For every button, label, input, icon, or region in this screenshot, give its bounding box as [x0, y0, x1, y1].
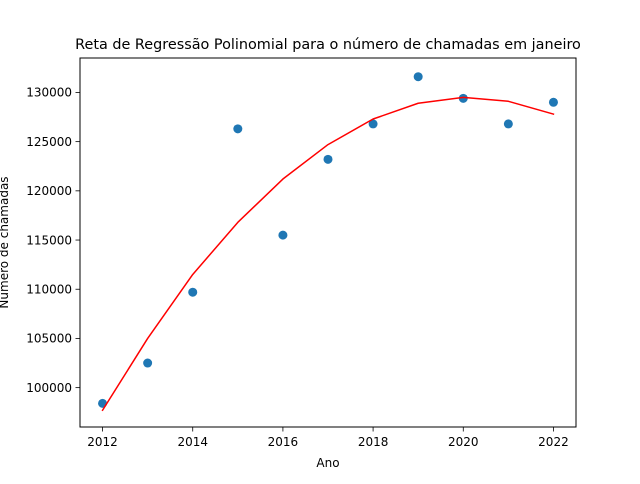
x-axis-label: Ano: [316, 456, 339, 470]
scatter-point: [233, 124, 243, 134]
x-axis: 2012 2014 2016 2018 2020 2022: [87, 427, 569, 449]
y-axis: 100000 105000 110000 115000 120000 125000 1300…: [26, 86, 80, 395]
x-tick-label: 2012: [87, 435, 118, 449]
y-tick-label: 100000: [26, 381, 72, 395]
x-tick-label: 2022: [538, 435, 569, 449]
y-tick-label: 120000: [26, 184, 72, 198]
scatter-point: [548, 97, 558, 107]
scatter-point: [368, 119, 378, 129]
x-tick-label: 2016: [268, 435, 299, 449]
x-tick-label: 2018: [358, 435, 389, 449]
y-axis-label: Número de chamadas: [0, 176, 11, 308]
scatter-point: [278, 230, 288, 240]
data-marks: [98, 72, 558, 412]
scatter-point: [323, 154, 333, 164]
x-tick-label: 2020: [448, 435, 479, 449]
y-tick-label: 115000: [26, 233, 72, 247]
y-tick-label: 110000: [26, 283, 72, 297]
y-tick-label: 125000: [26, 135, 72, 149]
chart-title: Reta de Regressão Polinomial para o núme…: [75, 37, 581, 53]
scatter-point: [188, 287, 198, 297]
scatter-point: [503, 119, 513, 129]
axes-frame: [79, 57, 577, 428]
y-tick-label: 105000: [26, 332, 72, 346]
regression-line: [101, 96, 555, 412]
scatter-point: [458, 93, 468, 103]
scatter-point: [143, 358, 153, 368]
x-tick-label: 2014: [177, 435, 208, 449]
scatter-point: [413, 72, 423, 82]
y-tick-label: 130000: [26, 86, 72, 100]
